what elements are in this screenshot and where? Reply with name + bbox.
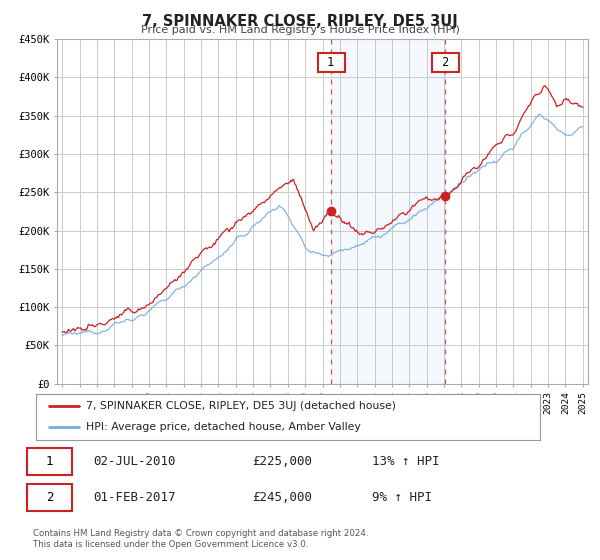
Text: 2: 2 (46, 491, 53, 504)
Text: 01-FEB-2017: 01-FEB-2017 (93, 491, 176, 504)
Text: 7, SPINNAKER CLOSE, RIPLEY, DE5 3UJ (detached house): 7, SPINNAKER CLOSE, RIPLEY, DE5 3UJ (det… (86, 401, 397, 411)
Text: 1: 1 (46, 455, 53, 468)
Text: Price paid vs. HM Land Registry's House Price Index (HPI): Price paid vs. HM Land Registry's House … (140, 25, 460, 35)
Text: 7, SPINNAKER CLOSE, RIPLEY, DE5 3UJ: 7, SPINNAKER CLOSE, RIPLEY, DE5 3UJ (142, 14, 458, 29)
Bar (331, 39, 445, 384)
Text: £245,000: £245,000 (252, 491, 312, 504)
Text: 9% ↑ HPI: 9% ↑ HPI (372, 491, 432, 504)
Text: 2: 2 (434, 57, 456, 69)
Text: HPI: Average price, detached house, Amber Valley: HPI: Average price, detached house, Ambe… (86, 422, 361, 432)
Text: 02-JUL-2010: 02-JUL-2010 (93, 455, 176, 468)
FancyBboxPatch shape (27, 449, 72, 475)
FancyBboxPatch shape (27, 484, 72, 511)
Text: 13% ↑ HPI: 13% ↑ HPI (372, 455, 439, 468)
Text: £225,000: £225,000 (252, 455, 312, 468)
Text: 1: 1 (320, 57, 342, 69)
Text: Contains HM Land Registry data © Crown copyright and database right 2024.
This d: Contains HM Land Registry data © Crown c… (33, 529, 368, 549)
